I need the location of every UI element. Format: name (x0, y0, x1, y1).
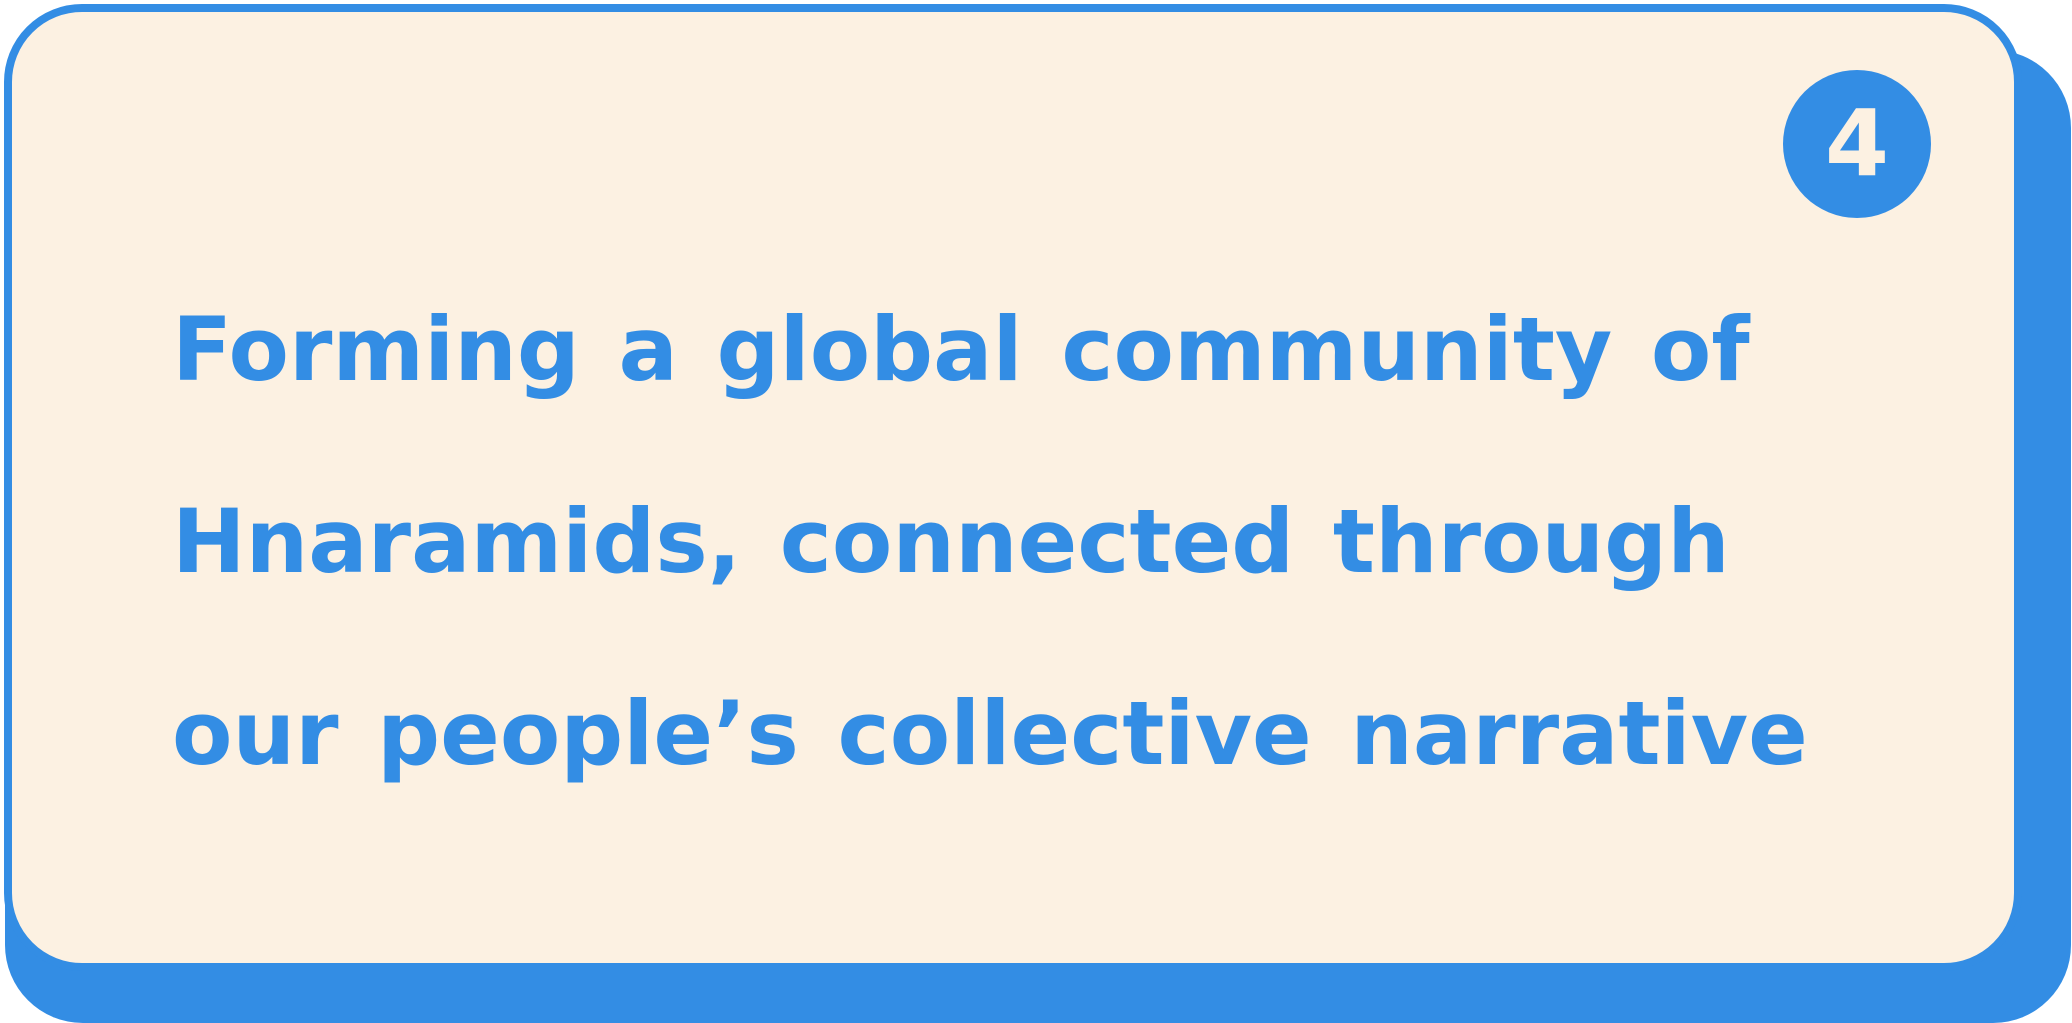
statement-card (4, 4, 2022, 971)
statement-text: Forming a global community of Hnaramids,… (172, 254, 1872, 830)
statement-line-2: Hnaramids, connected through (172, 490, 1730, 593)
step-number-badge: 4 (1783, 70, 1931, 218)
statement-line-1: Forming a global community of (172, 298, 1750, 401)
statement-line-3: our people’s collective narrative (172, 682, 1808, 785)
step-number: 4 (1824, 90, 1889, 197)
